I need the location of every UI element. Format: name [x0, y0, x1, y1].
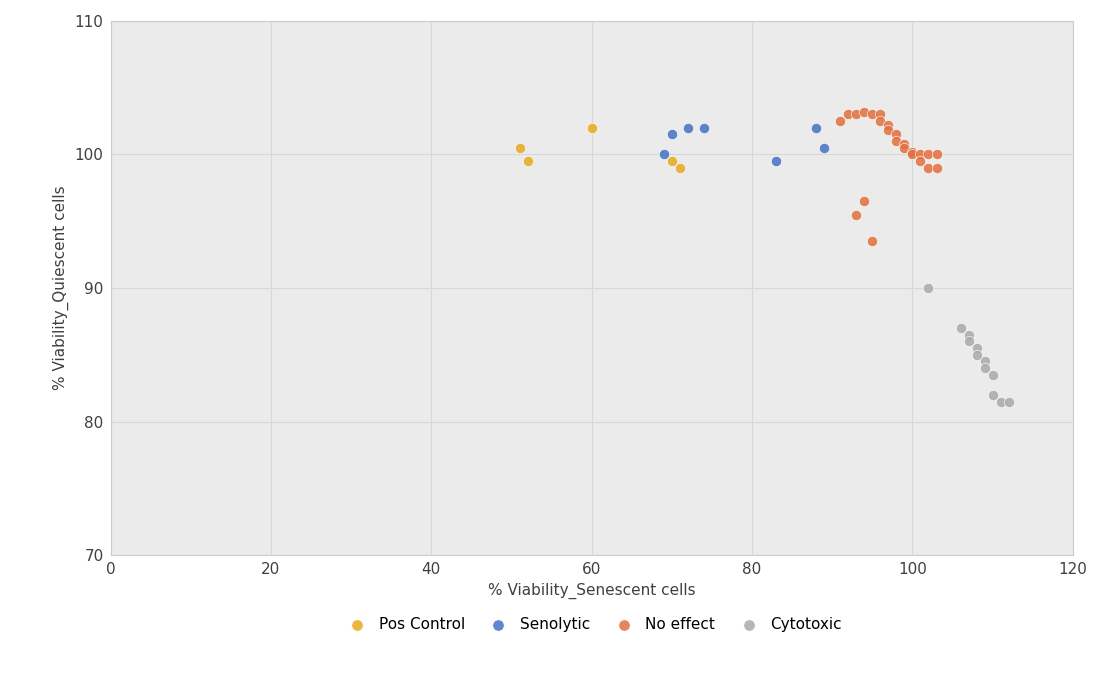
- No effect: [847, 209, 865, 220]
- No effect: [928, 162, 946, 174]
- No effect: [919, 162, 937, 174]
- No effect: [904, 146, 921, 158]
- No effect: [839, 109, 857, 120]
- Pos Control: [583, 122, 601, 133]
- No effect: [896, 138, 914, 149]
- Senolytic: [768, 155, 785, 167]
- Legend: Pos Control, Senolytic, No effect, Cytotoxic: Pos Control, Senolytic, No effect, Cytot…: [336, 611, 847, 638]
- Cytotoxic: [984, 389, 1002, 400]
- No effect: [919, 149, 937, 160]
- Cytotoxic: [1000, 396, 1018, 407]
- No effect: [872, 115, 889, 126]
- Cytotoxic: [919, 282, 937, 294]
- No effect: [872, 109, 889, 120]
- No effect: [896, 142, 914, 153]
- Cytotoxic: [960, 329, 978, 340]
- No effect: [856, 196, 874, 207]
- Cytotoxic: [975, 362, 993, 373]
- X-axis label: % Viability_Senescent cells: % Viability_Senescent cells: [488, 583, 696, 599]
- No effect: [847, 109, 865, 120]
- Pos Control: [671, 162, 689, 174]
- Pos Control: [511, 142, 529, 153]
- Senolytic: [815, 142, 833, 153]
- Cytotoxic: [968, 349, 985, 360]
- No effect: [832, 115, 849, 126]
- No effect: [856, 106, 874, 117]
- No effect: [887, 129, 905, 140]
- Pos Control: [519, 155, 536, 167]
- Cytotoxic: [960, 336, 978, 347]
- Cytotoxic: [975, 356, 993, 367]
- Senolytic: [679, 122, 697, 133]
- Senolytic: [695, 122, 712, 133]
- Senolytic: [807, 122, 825, 133]
- No effect: [864, 236, 881, 247]
- Y-axis label: % Viability_Quiescent cells: % Viability_Quiescent cells: [53, 186, 70, 390]
- No effect: [928, 149, 946, 160]
- No effect: [879, 119, 897, 130]
- Senolytic: [655, 149, 672, 160]
- Senolytic: [662, 129, 680, 140]
- No effect: [887, 135, 905, 146]
- Cytotoxic: [984, 369, 1002, 380]
- No effect: [911, 149, 929, 160]
- Cytotoxic: [992, 396, 1010, 407]
- No effect: [879, 125, 897, 136]
- No effect: [911, 155, 929, 167]
- No effect: [864, 109, 881, 120]
- Cytotoxic: [951, 323, 969, 334]
- Cytotoxic: [968, 343, 985, 354]
- No effect: [904, 149, 921, 160]
- Pos Control: [662, 155, 680, 167]
